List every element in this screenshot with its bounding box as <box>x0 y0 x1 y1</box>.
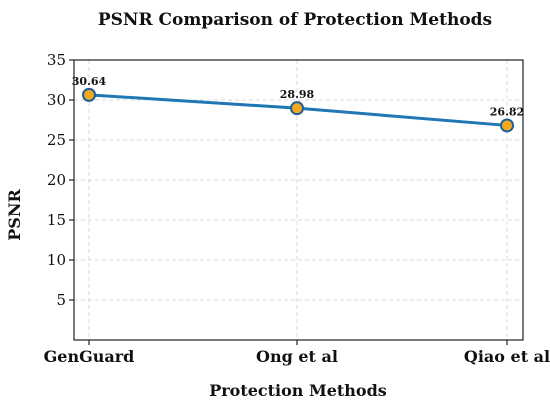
y-tick-label: 15 <box>47 211 66 229</box>
y-tick-label: 30 <box>47 91 66 109</box>
y-ticks: 5 10 15 20 25 30 35 <box>47 51 74 309</box>
data-label: 26.82 <box>490 105 524 118</box>
x-tick-label: Ong et al <box>256 347 338 366</box>
y-tick-label: 10 <box>47 251 66 269</box>
series-layer: 30.64 28.98 26.82 <box>72 75 524 133</box>
x-axis-label: Protection Methods <box>209 381 387 400</box>
x-tick-label: GenGuard <box>44 347 135 366</box>
data-point <box>500 118 514 133</box>
data-point <box>82 87 96 102</box>
y-tick-label: 5 <box>56 291 66 309</box>
chart-title: PSNR Comparison of Protection Methods <box>98 10 492 30</box>
plot-frame <box>73 59 524 341</box>
data-point <box>290 101 304 116</box>
y-tick-label: 20 <box>47 171 66 189</box>
y-tick-label: 25 <box>47 131 66 149</box>
data-label: 30.64 <box>72 75 107 88</box>
y-tick-label: 35 <box>47 51 66 69</box>
y-axis-label: PSNR <box>5 189 24 241</box>
x-tick-label: Qiao et al <box>464 347 550 366</box>
x-ticks: GenGuard Ong et al Qiao et al <box>44 340 550 366</box>
data-label: 28.98 <box>280 88 315 101</box>
